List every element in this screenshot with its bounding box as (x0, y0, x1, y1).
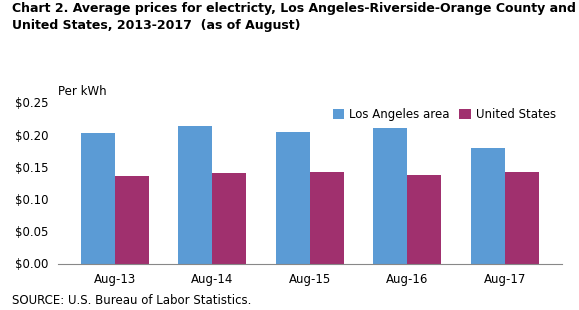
Bar (407, 175, 441, 264)
Bar (373, 128, 407, 264)
Bar (310, 172, 344, 264)
Bar (81, 133, 115, 264)
Text: United States, 2013-2017  (as of August): United States, 2013-2017 (as of August) (12, 19, 300, 32)
Bar (276, 132, 310, 264)
Text: Per kWh: Per kWh (58, 85, 107, 98)
Bar (178, 126, 212, 264)
Text: Chart 2. Average prices for electricty, Los Angeles-Riverside-Orange County and : Chart 2. Average prices for electricty, … (12, 2, 579, 15)
Legend: Los Angeles area, United States: Los Angeles area, United States (332, 108, 556, 121)
Text: SOURCE: U.S. Bureau of Labor Statistics.: SOURCE: U.S. Bureau of Labor Statistics. (12, 294, 251, 307)
Bar (505, 172, 538, 264)
Bar (471, 148, 505, 264)
Bar (212, 173, 247, 264)
Bar (115, 176, 149, 264)
